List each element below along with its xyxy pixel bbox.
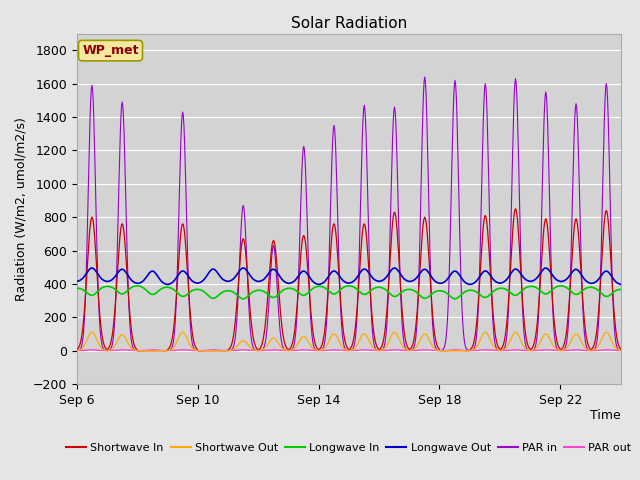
Text: Time: Time [590, 408, 621, 421]
Title: Solar Radiation: Solar Radiation [291, 16, 407, 31]
Y-axis label: Radiation (W/m2, umol/m2/s): Radiation (W/m2, umol/m2/s) [14, 117, 27, 301]
Text: WP_met: WP_met [82, 44, 139, 57]
Legend: Shortwave In, Shortwave Out, Longwave In, Longwave Out, PAR in, PAR out: Shortwave In, Shortwave Out, Longwave In… [61, 439, 636, 457]
